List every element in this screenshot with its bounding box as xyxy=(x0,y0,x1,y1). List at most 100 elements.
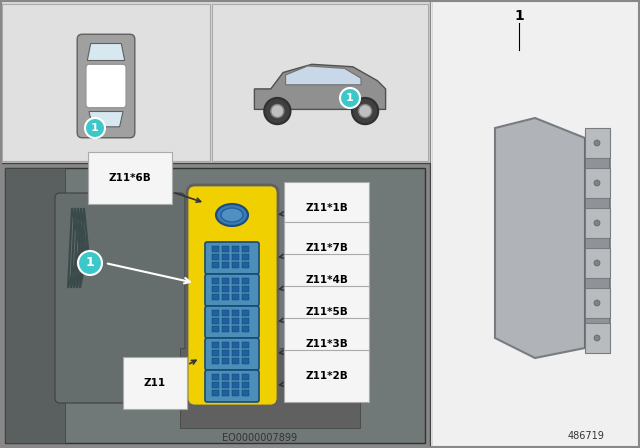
Text: Z11*4B: Z11*4B xyxy=(280,275,348,290)
Bar xyxy=(242,390,249,396)
Bar xyxy=(212,310,219,316)
Bar xyxy=(585,288,610,318)
Bar xyxy=(212,318,219,324)
Bar xyxy=(212,254,219,260)
Bar xyxy=(242,350,249,356)
Bar xyxy=(212,294,219,300)
Text: 486719: 486719 xyxy=(568,431,604,441)
Bar xyxy=(222,246,229,252)
FancyBboxPatch shape xyxy=(77,34,135,138)
Polygon shape xyxy=(255,65,385,109)
Polygon shape xyxy=(87,43,125,60)
Text: Z11*3B: Z11*3B xyxy=(280,339,348,354)
Text: Z11*5B: Z11*5B xyxy=(280,307,348,323)
Bar xyxy=(232,262,239,268)
Circle shape xyxy=(594,180,600,186)
Ellipse shape xyxy=(216,204,248,226)
Bar xyxy=(232,382,239,388)
Text: EO0000007899: EO0000007899 xyxy=(223,433,298,443)
Circle shape xyxy=(358,104,372,118)
Text: Z11*6B: Z11*6B xyxy=(109,173,200,202)
Bar xyxy=(232,374,239,380)
Bar xyxy=(222,294,229,300)
Bar xyxy=(212,286,219,292)
Bar xyxy=(242,286,249,292)
Bar xyxy=(242,342,249,348)
Bar xyxy=(222,350,229,356)
Bar xyxy=(585,323,610,353)
Ellipse shape xyxy=(221,208,243,222)
Circle shape xyxy=(594,335,600,341)
FancyBboxPatch shape xyxy=(205,370,259,402)
Bar xyxy=(212,262,219,268)
Text: Z11: Z11 xyxy=(144,360,196,388)
Bar xyxy=(242,278,249,284)
Circle shape xyxy=(271,104,284,118)
Text: 1: 1 xyxy=(91,123,99,133)
Circle shape xyxy=(264,98,291,124)
Bar xyxy=(222,318,229,324)
Bar xyxy=(212,342,219,348)
Polygon shape xyxy=(585,138,610,348)
Bar xyxy=(232,294,239,300)
Bar xyxy=(222,310,229,316)
Bar xyxy=(232,318,239,324)
Bar xyxy=(212,382,219,388)
Circle shape xyxy=(594,140,600,146)
Bar xyxy=(242,310,249,316)
Bar xyxy=(242,262,249,268)
Bar xyxy=(5,168,425,443)
Circle shape xyxy=(85,118,105,138)
Bar xyxy=(242,382,249,388)
Bar xyxy=(585,168,610,198)
Bar xyxy=(212,326,219,332)
Bar xyxy=(242,358,249,364)
Bar xyxy=(0,163,430,448)
Bar xyxy=(0,0,430,163)
Bar xyxy=(222,262,229,268)
Bar xyxy=(212,358,219,364)
Bar xyxy=(242,246,249,252)
Bar xyxy=(222,382,229,388)
Bar xyxy=(242,254,249,260)
Text: Z11*1B: Z11*1B xyxy=(280,203,348,216)
FancyBboxPatch shape xyxy=(205,274,259,306)
Bar xyxy=(232,310,239,316)
FancyBboxPatch shape xyxy=(55,193,185,403)
Circle shape xyxy=(340,88,360,108)
Bar xyxy=(222,342,229,348)
Bar xyxy=(180,348,360,428)
Circle shape xyxy=(594,300,600,306)
Bar xyxy=(585,128,610,158)
Bar xyxy=(232,390,239,396)
Bar xyxy=(5,168,65,443)
Bar xyxy=(232,254,239,260)
Bar xyxy=(242,318,249,324)
Bar xyxy=(212,374,219,380)
Bar xyxy=(212,390,219,396)
Circle shape xyxy=(352,98,378,124)
Polygon shape xyxy=(495,118,585,358)
Bar xyxy=(222,390,229,396)
Bar xyxy=(432,0,640,448)
Bar xyxy=(242,294,249,300)
Text: Z11*7B: Z11*7B xyxy=(280,243,348,258)
Bar xyxy=(232,246,239,252)
Bar xyxy=(242,326,249,332)
Bar xyxy=(232,286,239,292)
Bar xyxy=(2,4,210,161)
Bar xyxy=(232,358,239,364)
Bar xyxy=(222,286,229,292)
Bar xyxy=(232,350,239,356)
Bar xyxy=(212,278,219,284)
Text: Z11*2B: Z11*2B xyxy=(280,371,348,386)
FancyBboxPatch shape xyxy=(205,306,259,338)
Bar xyxy=(222,374,229,380)
Bar xyxy=(585,248,610,278)
Bar xyxy=(232,326,239,332)
Ellipse shape xyxy=(180,373,280,423)
Bar xyxy=(222,326,229,332)
Bar xyxy=(222,278,229,284)
Circle shape xyxy=(594,260,600,266)
Bar xyxy=(242,374,249,380)
